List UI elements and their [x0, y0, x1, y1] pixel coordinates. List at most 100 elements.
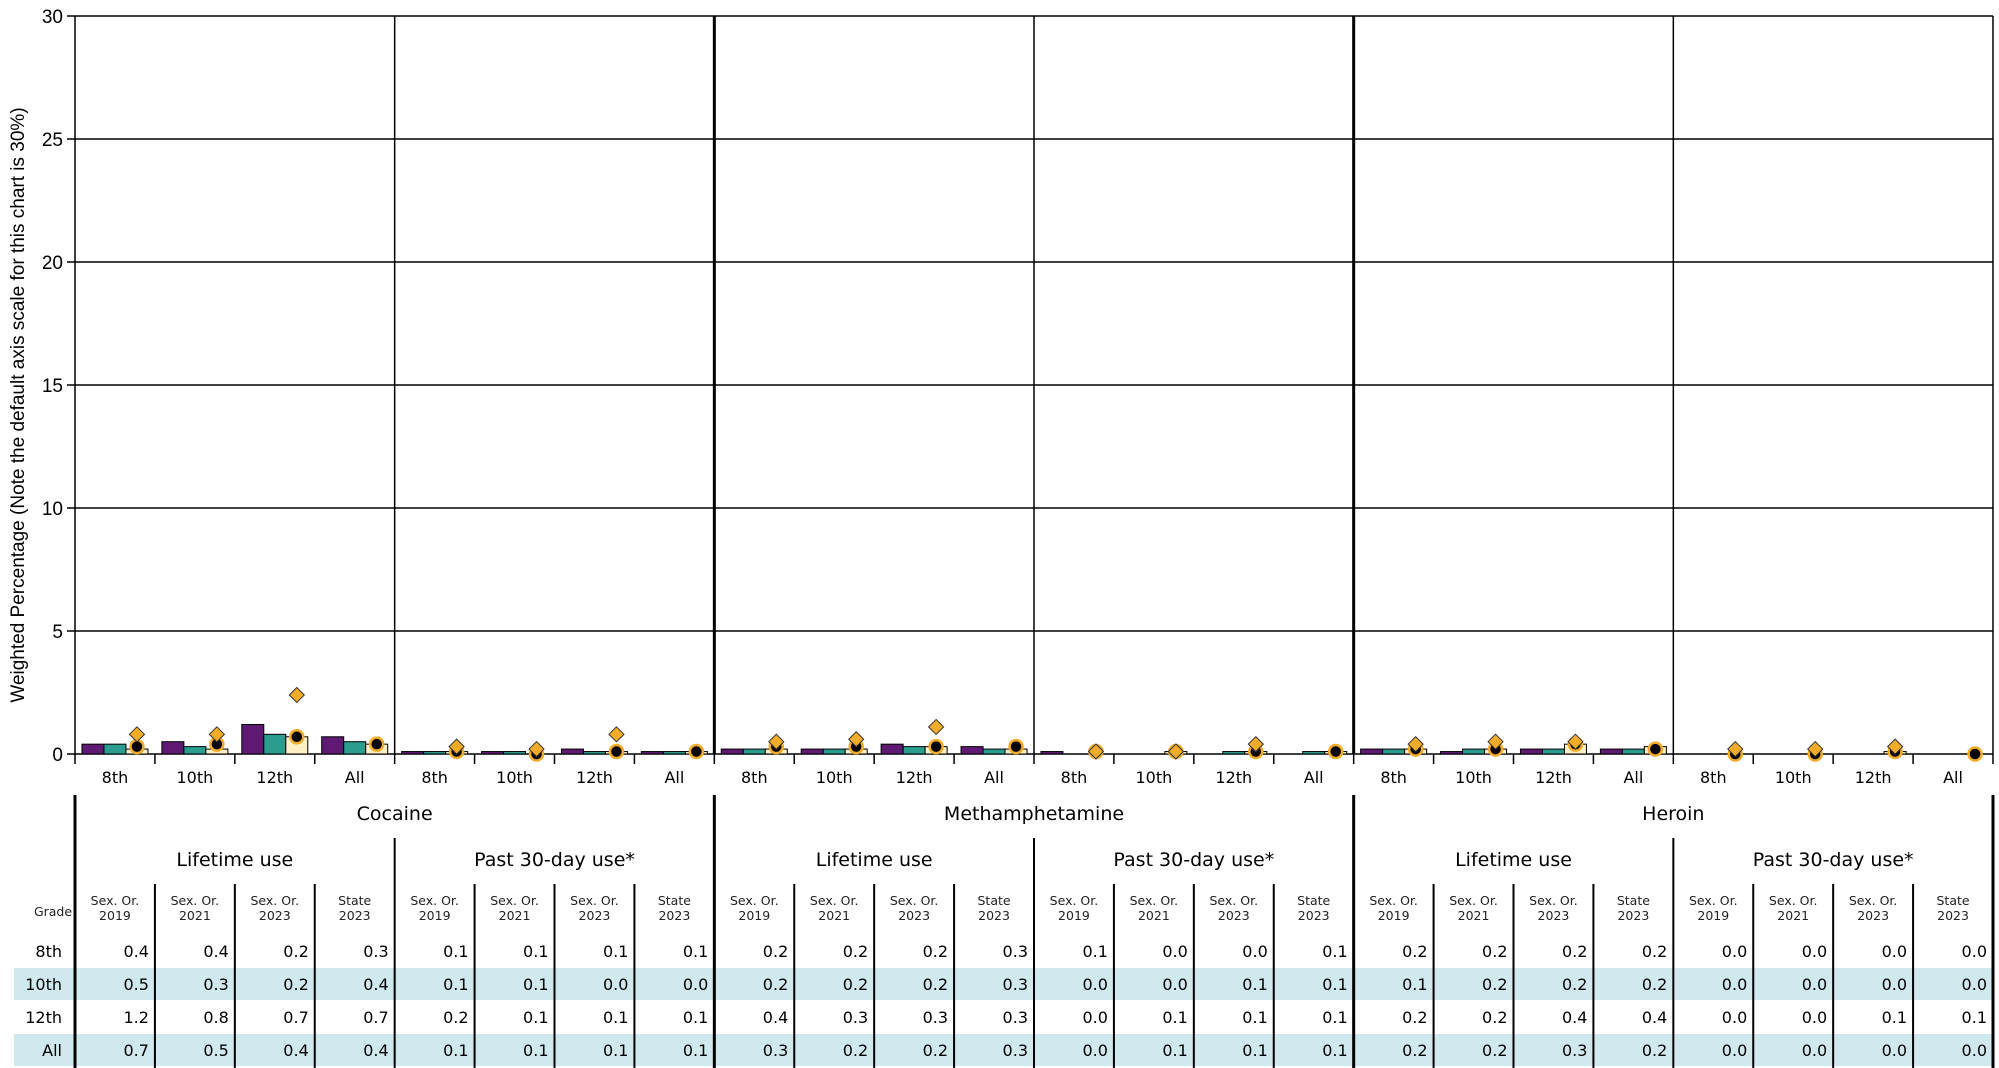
x-tick-label: 10th — [1455, 768, 1492, 787]
bar-sex-or-2021 — [423, 751, 447, 755]
table-cell: 0.0 — [1882, 942, 1907, 961]
table-row-band — [14, 1034, 1993, 1066]
drug-label: Cocaine — [357, 803, 433, 825]
table-cell: 0.1 — [1162, 1041, 1187, 1060]
table-cell: 0.4 — [363, 1041, 388, 1060]
x-tick-label: 8th — [1061, 768, 1088, 787]
comparison-diamond-marker — [448, 738, 465, 755]
measure-label: Past 30-day use* — [474, 849, 635, 871]
column-header-year: 2021 — [1777, 908, 1809, 923]
table-cell: 0.3 — [203, 975, 228, 994]
column-header-label: State — [1936, 893, 1969, 908]
table-cell: 0.1 — [603, 942, 628, 961]
bar-sex-or-2021 — [662, 751, 686, 755]
bar-sex-or-2019 — [321, 736, 345, 755]
column-header-year: 2019 — [419, 908, 451, 923]
table-row-grade: 10th — [25, 975, 62, 994]
comparison-diamond-marker — [1087, 743, 1105, 760]
table-row-grade: All — [42, 1041, 62, 1060]
bar-sex-or-2019 — [640, 751, 664, 755]
column-header-label: State — [1617, 893, 1650, 908]
measure-label: Past 30-day use* — [1113, 849, 1274, 871]
comparison-diamond-marker — [1727, 740, 1744, 758]
table-cell: 0.2 — [1642, 1041, 1667, 1060]
table-cell: 0.2 — [1482, 942, 1507, 961]
state-2023-marker — [688, 743, 705, 760]
markers — [128, 686, 1983, 762]
column-header-year: 2021 — [1138, 908, 1170, 923]
bar-sex-or-2019 — [1440, 751, 1464, 755]
table-cell: 0.0 — [1722, 1008, 1747, 1027]
x-tick-label: 10th — [176, 768, 213, 787]
column-header-year: 2019 — [1697, 908, 1729, 923]
table-cell: 0.7 — [283, 1008, 308, 1027]
table-cell: 0.1 — [523, 1041, 548, 1060]
table-cell: 0.5 — [123, 975, 148, 994]
bar-sex-or-2021 — [1302, 751, 1326, 755]
table-row-band — [14, 968, 1993, 1000]
x-tick-label: 10th — [816, 768, 853, 787]
table-cell: 0.2 — [283, 942, 308, 961]
table-cell: 0.1 — [1322, 942, 1347, 961]
table-cell: 0.2 — [1642, 975, 1667, 994]
table-cell: 0.0 — [1082, 1008, 1107, 1027]
table-cell: 0.1 — [523, 1008, 548, 1027]
measure-label: Lifetime use — [816, 849, 933, 871]
drug-label: Methamphetamine — [944, 803, 1124, 825]
column-header-year: 2023 — [1538, 908, 1570, 923]
table-cell: 0.2 — [763, 942, 788, 961]
state-2023-marker — [608, 743, 625, 760]
comparison-diamond-marker — [1567, 733, 1584, 750]
table-cell: 0.1 — [523, 975, 548, 994]
column-header-label: Sex. Or. — [1050, 893, 1099, 908]
state-2023-marker — [368, 736, 385, 752]
bar-sex-or-2021 — [582, 751, 606, 755]
bar-sex-or-2021 — [183, 746, 207, 755]
bar-sex-or-2019 — [161, 741, 185, 755]
table-cell: 0.2 — [283, 975, 308, 994]
bar-sex-or-2019 — [81, 743, 105, 755]
x-tick-label: All — [1623, 768, 1643, 787]
bar-sex-or-2019 — [481, 751, 505, 755]
bar-sex-or-2021 — [1541, 748, 1565, 755]
x-tick-label: 12th — [1535, 768, 1572, 787]
x-tick-label: 8th — [1700, 768, 1727, 787]
comparison-diamond-marker — [288, 686, 305, 704]
table-cell: 0.1 — [1322, 1041, 1347, 1060]
column-header-label: Sex. Or. — [490, 893, 539, 908]
table-cell: 0.4 — [363, 975, 388, 994]
bar-sex-or-2021 — [503, 751, 527, 755]
y-axis-label: Weighted Percentage (Note the default ax… — [8, 107, 29, 702]
comparison-diamond-marker — [1886, 738, 1904, 755]
column-header-label: Sex. Or. — [1449, 893, 1498, 908]
table-grade-header: Grade — [34, 904, 72, 919]
x-tick-label: All — [984, 768, 1004, 787]
column-header-label: Sex. Or. — [1849, 893, 1898, 908]
column-header-year: 2023 — [339, 908, 371, 923]
column-header-label: Sex. Or. — [1210, 893, 1259, 908]
table-cell: 0.1 — [683, 1041, 708, 1060]
x-tick-label: All — [1943, 768, 1963, 787]
table-cell: 0.4 — [203, 942, 228, 961]
table-cell: 0.0 — [1722, 942, 1747, 961]
state-2023-marker — [289, 729, 305, 745]
comparison-diamond-marker — [1487, 733, 1504, 750]
column-header-year: 2019 — [99, 908, 131, 923]
comparison-diamond-marker — [1247, 735, 1264, 753]
table-cell: 0.1 — [603, 1008, 628, 1027]
column-header-label: State — [658, 893, 691, 908]
table-cell: 0.0 — [1802, 975, 1827, 994]
table-cell: 0.1 — [1242, 975, 1267, 994]
table-cell: 0.2 — [1642, 942, 1667, 961]
x-tick-label: 10th — [496, 768, 533, 787]
table-cell: 0.2 — [1402, 1041, 1427, 1060]
bar-sex-or-2019 — [960, 746, 984, 755]
column-header-label: Sex. Or. — [410, 893, 459, 908]
table-cell: 0.5 — [203, 1041, 228, 1060]
drug-label: Heroin — [1642, 803, 1704, 825]
table-cell: 0.2 — [1402, 942, 1427, 961]
table-cell: 0.0 — [1162, 975, 1187, 994]
comparison-diamond-marker — [1807, 740, 1824, 758]
table-cell: 0.3 — [1562, 1041, 1587, 1060]
